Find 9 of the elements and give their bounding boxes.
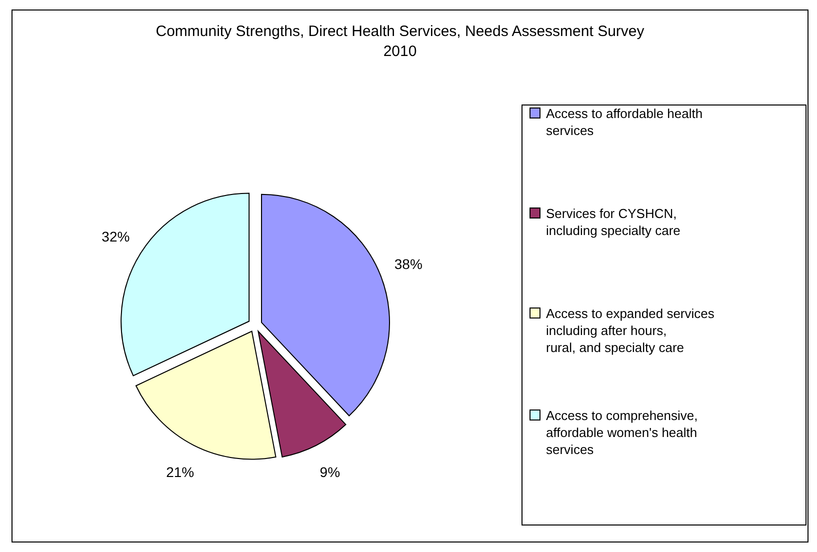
data-label: 32%: [102, 228, 130, 244]
chart-title: Community Strengths, Direct Health Services, Needs Assessment Survey 2010: [156, 23, 645, 60]
data-label: 21%: [166, 464, 194, 480]
legend-label: Access to comprehensive, affordable women's health services: [546, 408, 698, 457]
data-label: 38%: [394, 256, 422, 272]
legend-label: Services for CYSHCN, including specialty care: [546, 206, 680, 238]
data-label: 9%: [320, 464, 340, 480]
legend-label: Access to expanded services including after hours, rural, and specialty care: [546, 306, 715, 355]
legend-label: Access to affordable health services: [546, 106, 703, 138]
